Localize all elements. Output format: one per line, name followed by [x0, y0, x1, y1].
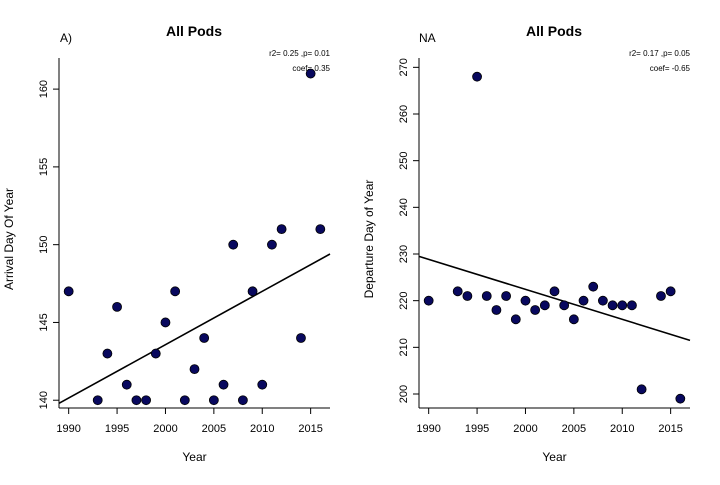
chart1-point-2004: [199, 333, 210, 343]
chart2-x-tick-label-2010: 2010: [610, 423, 634, 435]
chart1-point-1998: [141, 395, 152, 406]
chart2-y-tick-label-230: 230: [398, 245, 410, 263]
chart1-point-2011: [267, 239, 277, 250]
chart2-point-2009: [607, 300, 618, 311]
chart1-point-2012: [276, 224, 287, 235]
chart1-point-1997: [131, 395, 142, 406]
chart2-point-1998: [501, 291, 512, 301]
chart2-point-1990: [423, 295, 434, 306]
chart1-point-2009: [247, 286, 258, 297]
chart1-title: All Pods: [166, 23, 222, 39]
chart1-point-2001: [170, 286, 181, 297]
chart2-y-tick-label-200: 200: [398, 385, 410, 403]
chart2-point-1999: [510, 314, 521, 325]
chart2-title: All Pods: [526, 23, 582, 39]
chart1-x-tick-label-2010: 2010: [250, 423, 274, 435]
chart2-x-tick-label-1995: 1995: [465, 423, 489, 435]
chart1-y-tick-label-150: 150: [38, 235, 50, 253]
chart2-y-tick-label-260: 260: [398, 105, 410, 123]
chart2-panel-label: NA: [419, 31, 436, 45]
chart2-point-1996: [481, 291, 492, 301]
chart2-y-tick-label-220: 220: [398, 291, 410, 309]
chart1-stat-coef: coef= 0.35: [292, 64, 330, 73]
chart1-point-2005: [208, 395, 219, 406]
chart2-x-tick-label-2005: 2005: [562, 423, 586, 435]
chart2-point-2005: [568, 314, 579, 325]
chart1-panel-label: A): [60, 31, 72, 45]
chart2-point-2010: [617, 300, 628, 311]
chart2-x-axis-label: Year: [542, 450, 566, 464]
chart1-y-tick-label-145: 145: [38, 313, 50, 331]
chart2-point-2008: [597, 295, 608, 306]
chart1-point-2008: [237, 395, 248, 406]
chart1-x-tick-label-1990: 1990: [56, 423, 80, 435]
chart1-point-1990: [63, 286, 74, 297]
chart2-point-2003: [549, 286, 560, 297]
chart1-point-1995: [112, 301, 122, 312]
chart2-x-tick-label-2000: 2000: [513, 423, 537, 435]
chart2-point-2002: [539, 300, 550, 311]
chart1-point-2007: [228, 239, 239, 250]
chart1-point-2010: [257, 379, 268, 390]
chart2-point-2016: [675, 393, 686, 404]
chart2-stat-coef: coef= -0.65: [650, 64, 691, 73]
chart1-point-2000: [160, 317, 171, 328]
chart2-regression-line: [418, 255, 691, 342]
chart2-y-axis-label: Departure Day of Year: [362, 180, 376, 299]
chart2-stat-r2-p: r2= 0.17 ,p= 0.05: [629, 49, 690, 58]
chart1-x-tick-label-1995: 1995: [105, 423, 129, 435]
chart1-point-2016: [315, 224, 326, 235]
chart2-y-tick-label-270: 270: [398, 58, 410, 76]
chart2-point-2015: [665, 286, 676, 297]
chart1-point-2006: [218, 379, 229, 390]
chart1-point-2003: [189, 364, 200, 375]
chart2-point-2011: [627, 300, 637, 311]
chart2-point-2000: [520, 295, 531, 306]
chart1-y-tick-label-160: 160: [38, 80, 50, 98]
chart1-y-axis-label: Arrival Day Of Year: [2, 188, 16, 290]
chart1-y-tick-label-155: 155: [38, 158, 50, 176]
chart1-stat-r2-p: r2= 0.25 ,p= 0.01: [269, 49, 330, 58]
chart2-point-2014: [656, 291, 666, 301]
chart1-point-1993: [92, 395, 103, 406]
chart2-point-1997: [491, 305, 502, 315]
chart2-y-tick-label-210: 210: [398, 338, 410, 356]
chart2-point-1993: [452, 286, 463, 297]
chart1-point-2015: [305, 68, 316, 79]
chart2-x-tick-label-2015: 2015: [658, 423, 682, 435]
chart2-point-2006: [578, 295, 589, 306]
chart2-point-2012: [636, 384, 647, 395]
chart1-point-1994: [102, 348, 113, 359]
chart2-y-tick-label-240: 240: [398, 198, 410, 216]
chart2-point-1995: [472, 71, 482, 82]
chart2-x-tick-label-1990: 1990: [416, 423, 440, 435]
chart2-point-2007: [588, 281, 599, 292]
chart1-point-1999: [150, 348, 161, 359]
chart1-x-tick-label-2000: 2000: [153, 423, 177, 435]
chart2-point-2004: [559, 300, 570, 311]
chart1-x-tick-label-2015: 2015: [298, 423, 322, 435]
chart1-x-tick-label-2005: 2005: [202, 423, 226, 435]
chart1-point-1996: [121, 379, 132, 390]
chart1-point-2002: [179, 395, 190, 406]
chart1-point-2014: [296, 333, 306, 343]
chart2-y-tick-label-250: 250: [398, 151, 410, 169]
chart1-y-tick-label-140: 140: [38, 391, 50, 409]
chart2-point-2001: [530, 305, 541, 315]
chart1-x-axis-label: Year: [182, 450, 206, 464]
chart2-point-1994: [462, 291, 473, 301]
chart1-regression-line: [58, 253, 331, 405]
